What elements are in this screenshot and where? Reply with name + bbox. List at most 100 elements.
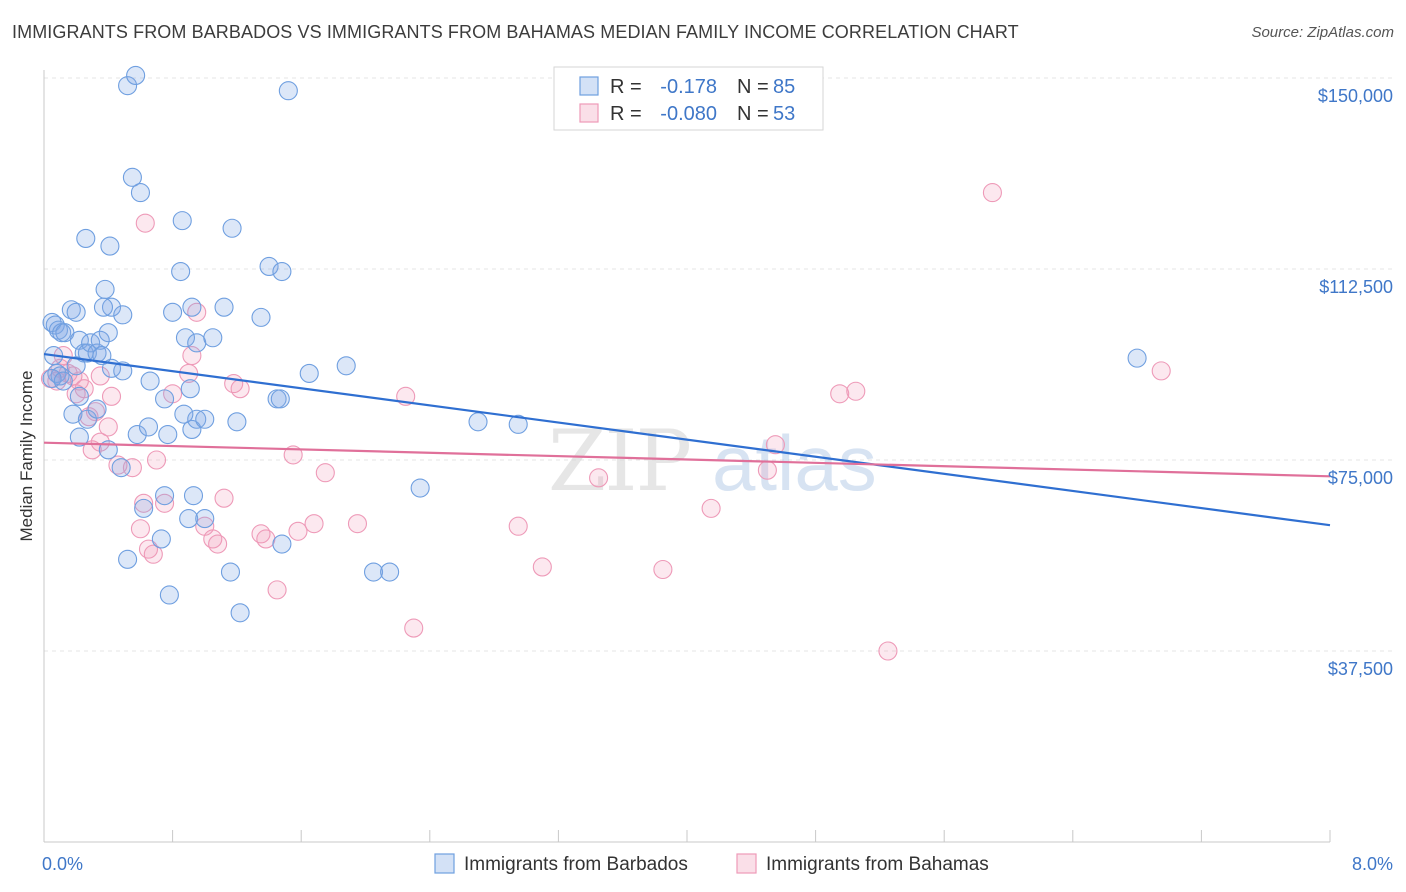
bottom-legend-swatch-barbados: [434, 853, 455, 874]
legend-r-label-1: R =: [610, 76, 642, 98]
barbados-point: [66, 302, 86, 322]
barbados-point: [174, 404, 194, 424]
barbados-point: [182, 297, 202, 317]
chart-title: IMMIGRANTS FROM BARBADOS VS IMMIGRANTS F…: [12, 22, 1019, 42]
bahamas-point: [98, 417, 118, 437]
bahamas-point: [830, 384, 850, 404]
barbados-point: [182, 419, 202, 439]
barbados-point: [118, 76, 138, 96]
barbados-point: [93, 297, 114, 317]
barbados-point: [222, 218, 242, 238]
barbados-point: [87, 399, 107, 419]
x-ticks: [43, 830, 1331, 842]
barbados-point: [158, 424, 178, 445]
x-tick-label-max: 8.0%: [1352, 854, 1393, 874]
barbados-point: [468, 412, 488, 432]
stats-legend-box: [553, 66, 824, 131]
svg-text:ZIP: ZIP: [548, 412, 690, 510]
barbados-point: [69, 427, 89, 447]
barbados-point: [122, 167, 142, 187]
legend-n-label-1: N =: [737, 76, 769, 98]
y-tick-label: $75,000: [1328, 468, 1393, 488]
bahamas-point: [404, 618, 424, 638]
bahamas-point: [315, 463, 335, 483]
barbados-point: [251, 307, 271, 327]
bottom-legend-swatch-bahamas: [736, 853, 757, 874]
bahamas-point: [155, 493, 175, 513]
legend-r-value-1: -0.178: [660, 76, 717, 98]
bahamas-point: [230, 379, 250, 399]
bahamas-point: [146, 450, 167, 470]
chart-source: Source: ZipAtlas.com: [1251, 24, 1394, 41]
barbados-point: [1127, 348, 1147, 368]
bottom-legend-label-bahamas: Immigrants from Bahamas: [766, 854, 989, 875]
bahamas-point: [214, 488, 234, 508]
bahamas-point: [256, 529, 276, 549]
barbados-point: [127, 424, 147, 445]
series-legend: Immigrants from Barbados Immigrants from…: [434, 853, 989, 875]
barbados-point: [100, 236, 120, 256]
barbados-point: [77, 343, 97, 363]
bahamas-point: [267, 580, 287, 600]
barbados-point: [336, 356, 356, 376]
barbados-point: [179, 509, 199, 529]
legend-swatch-bahamas: [579, 103, 599, 123]
barbados-point: [155, 389, 175, 409]
barbados-point: [380, 562, 400, 582]
grid-lines: [44, 77, 1395, 652]
barbados-point: [203, 328, 223, 348]
barbados-point: [53, 371, 73, 391]
bahamas-point: [182, 346, 202, 366]
bahamas-point: [135, 213, 155, 233]
bahamas-point: [846, 381, 866, 401]
barbados-point: [220, 562, 241, 582]
bahamas-point: [347, 514, 368, 534]
barbados-point: [113, 305, 133, 325]
y-tick-label: $150,000: [1318, 86, 1393, 106]
legend-n-value-1: 85: [773, 76, 795, 98]
bahamas-point: [143, 544, 163, 564]
bahamas-point: [532, 557, 552, 577]
barbados-point: [134, 498, 154, 518]
y-axis-label: Median Family Income: [17, 370, 36, 541]
bottom-legend-label-barbados: Immigrants from Barbados: [464, 854, 688, 875]
barbados-point: [508, 414, 528, 434]
barbados-point: [95, 279, 115, 299]
barbados-point: [187, 409, 207, 429]
barbados-point: [42, 312, 62, 333]
trend-lines: [43, 352, 1331, 527]
bahamas-point: [765, 435, 785, 455]
barbados-point: [230, 603, 250, 623]
barbados-point: [180, 379, 200, 399]
barbados-trend-line: [43, 352, 1331, 527]
barbados-point: [76, 228, 96, 248]
bahamas-point: [90, 366, 110, 386]
barbados-point: [130, 183, 150, 203]
barbados-point: [270, 389, 290, 409]
barbados-point: [159, 585, 179, 605]
bahamas-point: [304, 514, 324, 534]
y-tick-label: $37,500: [1328, 659, 1393, 679]
bahamas-point: [653, 559, 673, 580]
legend-swatch-barbados: [579, 76, 599, 96]
barbados-point: [111, 458, 131, 478]
barbados-point: [42, 368, 62, 389]
barbados-point: [214, 297, 234, 317]
barbados-point: [227, 412, 247, 432]
barbados-point: [118, 549, 138, 569]
barbados-point: [126, 65, 146, 86]
barbados-point: [101, 297, 122, 317]
bahamas-point: [122, 458, 142, 478]
barbados-point: [90, 330, 110, 350]
barbados-point: [50, 366, 70, 386]
bahamas-point: [288, 521, 308, 541]
barbados-point: [259, 256, 279, 277]
barbados-point: [172, 211, 192, 231]
bahamas-point: [130, 519, 150, 539]
bahamas-point: [108, 455, 128, 475]
barbados-point: [299, 363, 319, 383]
barbados-point: [113, 361, 133, 381]
barbados-point: [151, 529, 171, 549]
barbados-point: [195, 509, 215, 529]
barbados-point: [175, 328, 196, 348]
